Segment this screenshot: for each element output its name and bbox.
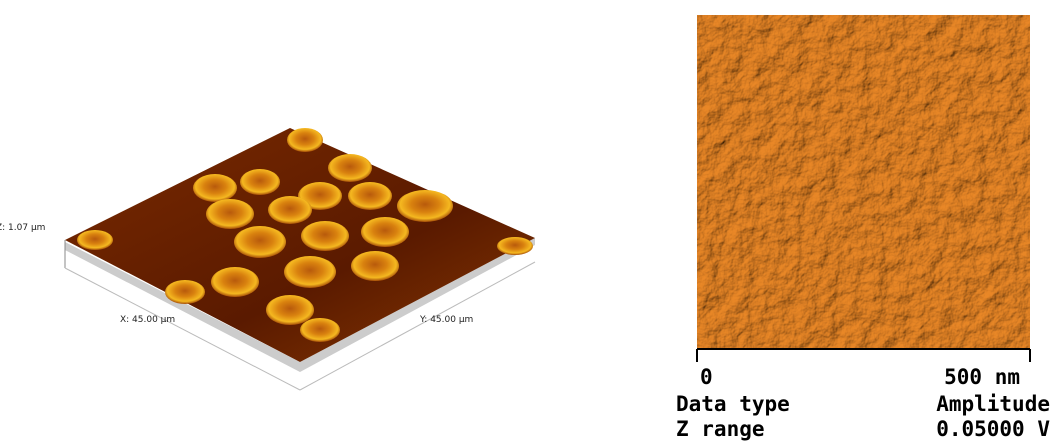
row-label: Z range	[676, 417, 765, 441]
row-value: Amplitude	[936, 392, 1050, 416]
x-label: X: 45.00 µm	[120, 315, 175, 325]
page: {"left_panel": {"z_label": "Z: 1.07 µm",…	[0, 0, 1052, 441]
scale-start: 0	[700, 365, 713, 389]
figure: Z: 1.07 µm X: 45.00 µm Y: 45.00 µm 0 500…	[0, 0, 1052, 441]
amplitude-tint	[697, 15, 1030, 348]
afm-amplitude-view: 0 500 nm Data type Amplitude Z range 0.0…	[676, 15, 1050, 441]
scale-end: 500 nm	[944, 365, 1020, 389]
surface	[65, 128, 535, 362]
row-value: 0.05000 V	[936, 417, 1050, 441]
row-label: Data type	[676, 392, 790, 416]
y-label: Y: 45.00 µm	[419, 315, 473, 325]
z-label: Z: 1.07 µm	[0, 223, 45, 233]
afm-3d-view: Z: 1.07 µm X: 45.00 µm Y: 45.00 µm	[0, 128, 535, 390]
